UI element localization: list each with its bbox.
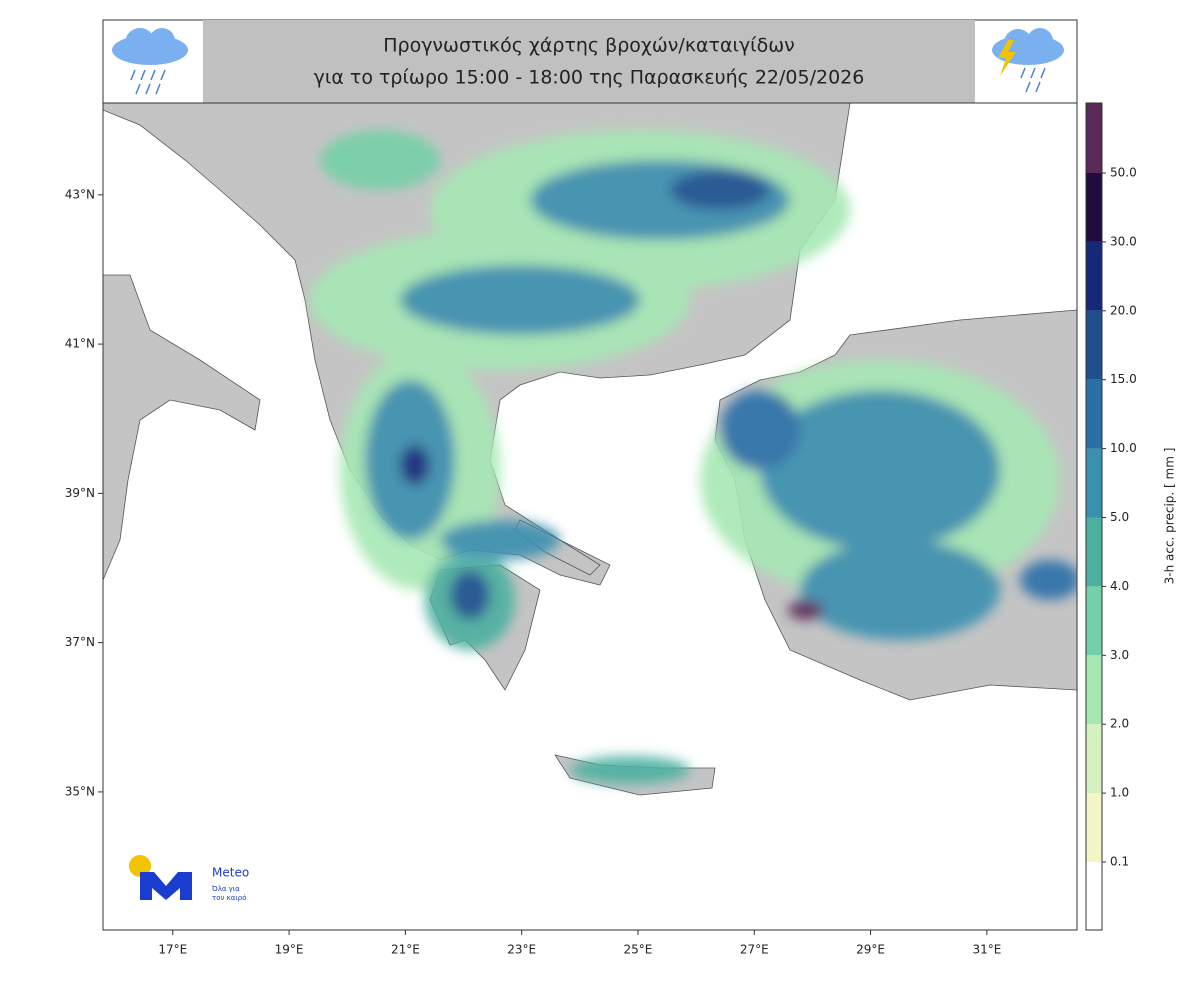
x-tick-label: 21°E <box>391 943 420 957</box>
italy <box>103 274 261 581</box>
colorbar-tick-label: 20.0 <box>1110 303 1137 317</box>
map-frame <box>102 102 1078 931</box>
y-tick-label: 39°N <box>65 486 95 500</box>
x-tick-label: 29°E <box>856 943 885 957</box>
colorbar-band <box>1086 379 1102 449</box>
x-tick-label: 31°E <box>972 943 1001 957</box>
storm-icon <box>992 28 1064 93</box>
title-line: Προγνωστικός χάρτης βροχών/καταιγίδων <box>383 35 795 57</box>
title-line: για το τρίωρο 15:00 - 18:00 της Παρασκευ… <box>314 67 865 89</box>
colorbar-band <box>1086 793 1102 862</box>
colorbar-frame <box>1085 102 1103 931</box>
precipitation <box>310 130 1077 784</box>
header-band <box>203 20 975 103</box>
colorbar-band <box>1086 724 1102 794</box>
logo: Meteo Όλα για τον καιρό <box>129 855 249 902</box>
colorbar-band <box>1086 586 1102 656</box>
rain-icon <box>112 28 188 95</box>
x-tick-label: 17°E <box>158 943 187 957</box>
colorbar-tick-label: 1.0 <box>1110 786 1129 800</box>
colorbar-label: 3-h acc. precip. [ mm ] <box>1163 448 1177 585</box>
y-tick-label: 35°N <box>65 784 95 798</box>
colorbar-tick-label: 30.0 <box>1110 234 1137 248</box>
colorbar-band <box>1086 517 1102 587</box>
x-tick-label: 27°E <box>740 943 769 957</box>
colorbar-band <box>1086 310 1102 380</box>
colorbar-tick-label: 2.0 <box>1110 717 1129 731</box>
y-tick-label: 41°N <box>65 337 95 351</box>
colorbar-band <box>1086 655 1102 725</box>
colorbar-tick-label: 3.0 <box>1110 648 1129 662</box>
map <box>103 103 1077 930</box>
colorbar-band <box>1086 103 1102 173</box>
colorbar-band <box>1086 241 1102 311</box>
logo-name: Meteo <box>212 866 249 880</box>
colorbar-tick-label: 10.0 <box>1110 441 1137 455</box>
y-tick-label: 37°N <box>65 635 95 649</box>
colorbar-tick-label: 0.1 <box>1110 855 1129 869</box>
colorbar-band <box>1086 448 1102 518</box>
colorbar-band <box>1086 173 1102 242</box>
x-tick-label: 25°E <box>624 943 653 957</box>
x-tick-label: 19°E <box>275 943 304 957</box>
colorbar-tick-label: 15.0 <box>1110 372 1137 386</box>
colorbar-tick-label: 4.0 <box>1110 579 1129 593</box>
logo-slogan: Όλα για <box>211 885 240 893</box>
logo-slogan: τον καιρό <box>212 894 246 902</box>
x-tick-label: 23°E <box>507 943 536 957</box>
header: Προγνωστικός χάρτης βροχών/καταιγίδων γι… <box>102 19 1078 104</box>
colorbar-tick-label: 5.0 <box>1110 510 1129 524</box>
colorbar-tick-label: 50.0 <box>1110 166 1137 180</box>
colorbar-band <box>1086 862 1102 930</box>
y-tick-label: 43°N <box>65 187 95 201</box>
